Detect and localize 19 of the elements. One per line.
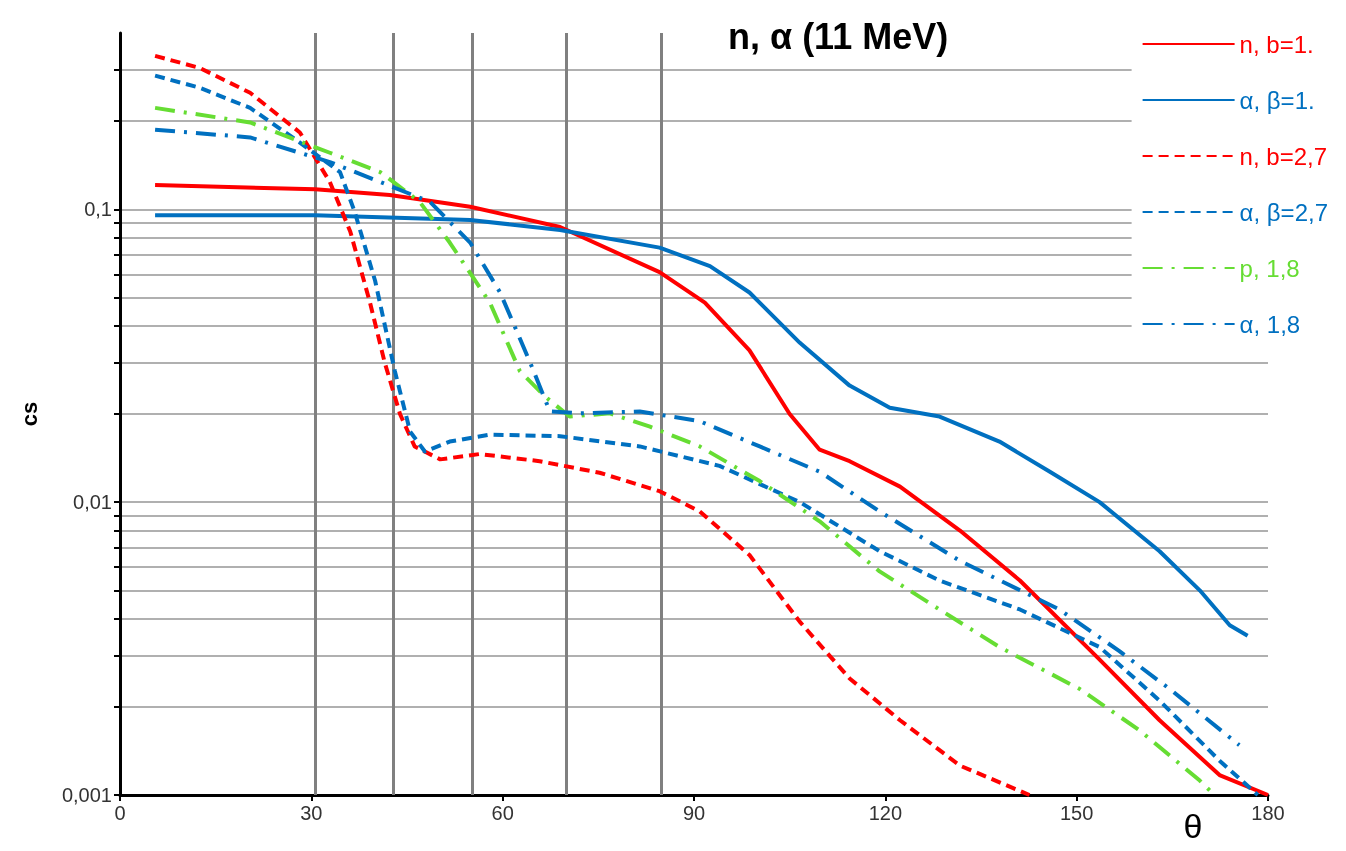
x-tick-label: 150	[1059, 802, 1094, 824]
y-tick-label: 0,1	[84, 198, 112, 221]
legend-label: n, b=2,7	[1239, 142, 1328, 170]
x-tick-label: 60	[491, 802, 514, 824]
x-tick-label: 90	[682, 802, 706, 824]
y-axis-title: cs	[16, 401, 42, 427]
legend-label: α, β=1.	[1239, 86, 1315, 114]
x-tick-label: 0	[114, 802, 126, 824]
y-tick-label: 0,001	[61, 784, 112, 806]
legend-label: p, 1,8	[1239, 254, 1300, 282]
x-axis-title: θ	[1183, 807, 1203, 845]
legend-label: α, 1,8	[1239, 310, 1301, 338]
legend-label: n, b=1.	[1239, 30, 1314, 58]
chart-title: n, α (11 MeV)	[728, 15, 949, 57]
x-tick-label: 180	[1251, 802, 1285, 824]
x-tick-label: 120	[868, 802, 903, 824]
x-tick-label: 30	[300, 802, 323, 824]
y-tick-label: 0,01	[73, 491, 112, 514]
legend-label: α, β=2,7	[1239, 198, 1329, 226]
